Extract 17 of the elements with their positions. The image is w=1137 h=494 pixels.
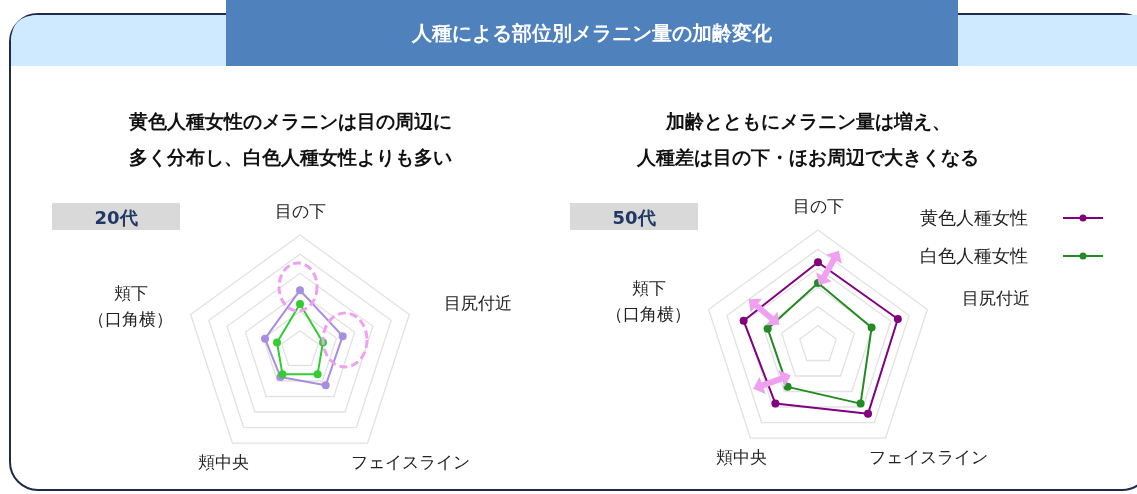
spoke-label: 頬中央 bbox=[715, 446, 767, 467]
spoke-label: 頬下（口角横） bbox=[88, 283, 174, 330]
text: 人種による部位別メラニン量の加齢変化 bbox=[411, 21, 773, 45]
text: 50代 bbox=[612, 207, 656, 228]
text: 20代 bbox=[94, 207, 138, 228]
spoke-label: 目尻付近 bbox=[962, 288, 1031, 309]
spoke-label: フェイスライン bbox=[869, 446, 989, 467]
spoke-label: 頬中央 bbox=[197, 451, 249, 472]
spoke-label: 目の下 bbox=[274, 200, 326, 221]
chart-subtitle: 黄色人種女性のメラニンは目の周辺に多く分布し、白色人種女性よりも多い bbox=[127, 110, 452, 168]
spoke-label: 目の下 bbox=[792, 195, 844, 216]
chart-subtitle: 加齢とともにメラニン量は増え、人種差は目の下・ほお周辺で大きくなる bbox=[636, 110, 979, 168]
legend-label: 白色人種女性 bbox=[920, 245, 1028, 266]
spoke-label: フェイスライン bbox=[351, 451, 471, 472]
spoke-label: 目尻付近 bbox=[444, 293, 513, 314]
legend-label: 黄色人種女性 bbox=[920, 207, 1028, 228]
spoke-label: 頬下（口角横） bbox=[606, 278, 692, 325]
